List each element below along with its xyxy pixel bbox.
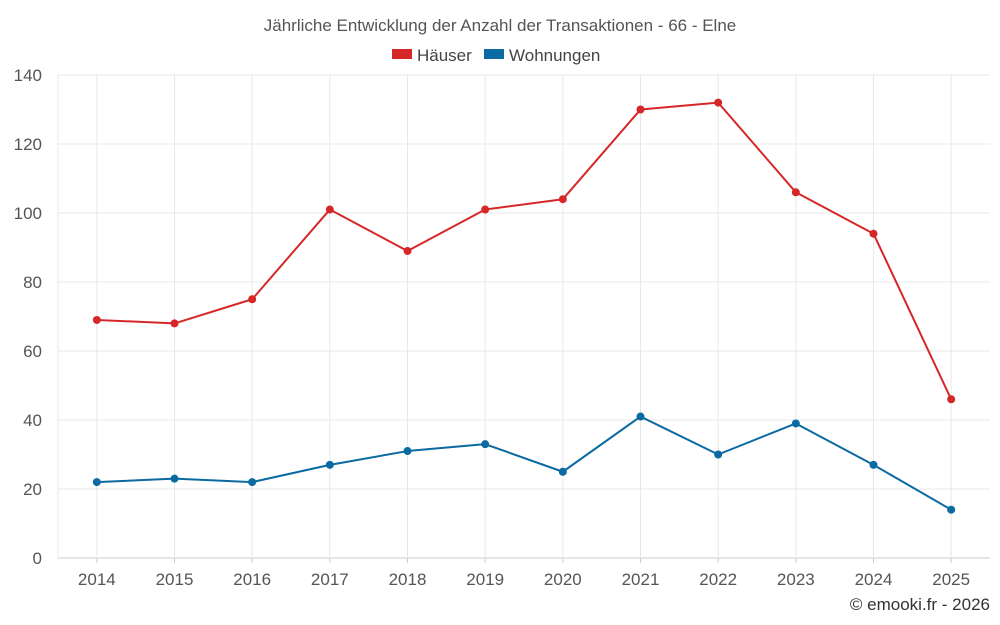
grid <box>57 74 990 559</box>
data-point-wohnungen[interactable] <box>170 474 179 483</box>
data-point-hauser[interactable] <box>714 98 723 107</box>
x-tick-label: 2017 <box>311 570 349 589</box>
legend-swatch-wohnungen <box>484 49 504 59</box>
data-point-hauser[interactable] <box>325 205 334 214</box>
x-tick-label: 2023 <box>777 570 815 589</box>
data-point-hauser[interactable] <box>636 105 645 114</box>
y-tick-label: 80 <box>23 273 42 292</box>
legend-label-hauser[interactable]: Häuser <box>417 46 472 65</box>
data-point-hauser[interactable] <box>170 319 179 328</box>
data-point-wohnungen[interactable] <box>791 419 800 428</box>
chart-title: Jährliche Entwicklung der Anzahl der Tra… <box>264 16 736 35</box>
series-line-wohnungen <box>96 415 952 511</box>
y-tick-label: 0 <box>33 549 42 568</box>
legend-label-wohnungen[interactable]: Wohnungen <box>509 46 600 65</box>
x-tick-label: 2022 <box>699 570 737 589</box>
x-tick-label: 2020 <box>544 570 582 589</box>
data-point-wohnungen[interactable] <box>636 412 645 421</box>
x-tick-label: 2019 <box>466 570 504 589</box>
y-tick-label: 100 <box>14 204 42 223</box>
x-tick-label: 2025 <box>932 570 970 589</box>
y-axis: 0 20 40 60 80 100 120 140 <box>14 66 42 568</box>
data-point-hauser[interactable] <box>248 295 257 304</box>
data-point-wohnungen[interactable] <box>325 460 334 469</box>
x-axis: 2014 2015 2016 2017 2018 2019 2020 2021 2022 2023… <box>78 558 970 589</box>
data-point-wohnungen[interactable] <box>714 450 723 459</box>
data-point-wohnungen[interactable] <box>92 478 101 487</box>
series-line-hauser <box>96 101 953 400</box>
data-point-hauser[interactable] <box>791 188 800 197</box>
data-point-wohnungen[interactable] <box>947 505 956 514</box>
y-tick-label: 140 <box>14 66 42 85</box>
data-point-wohnungen[interactable] <box>481 440 490 449</box>
x-tick-label: 2018 <box>389 570 427 589</box>
y-tick-label: 60 <box>23 342 42 361</box>
legend: Häuser Wohnungen <box>392 46 600 65</box>
data-point-hauser[interactable] <box>481 205 490 214</box>
x-tick-label: 2021 <box>622 570 660 589</box>
data-point-wohnungen[interactable] <box>869 460 878 469</box>
credit-text: © emooki.fr - 2026 <box>850 595 990 614</box>
x-tick-label: 2014 <box>78 570 116 589</box>
data-point-wohnungen[interactable] <box>248 478 257 487</box>
y-tick-label: 40 <box>23 411 42 430</box>
series-layer <box>92 98 956 514</box>
data-point-hauser[interactable] <box>947 395 956 404</box>
data-point-wohnungen[interactable] <box>558 467 567 476</box>
x-tick-label: 2016 <box>233 570 271 589</box>
data-point-hauser[interactable] <box>403 246 412 255</box>
data-point-hauser[interactable] <box>869 229 878 238</box>
data-point-hauser[interactable] <box>92 315 101 324</box>
x-tick-label: 2015 <box>156 570 194 589</box>
x-tick-label: 2024 <box>855 570 893 589</box>
legend-swatch-hauser <box>392 49 412 59</box>
data-point-hauser[interactable] <box>558 195 567 204</box>
y-tick-label: 20 <box>23 480 42 499</box>
data-point-wohnungen[interactable] <box>403 447 412 456</box>
y-tick-label: 120 <box>14 135 42 154</box>
